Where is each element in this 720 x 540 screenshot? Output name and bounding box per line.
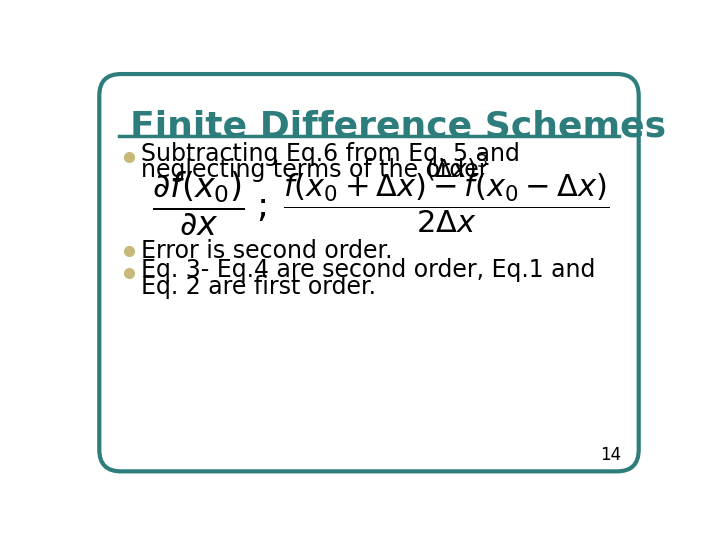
Text: Subtracting Eq.6 from Eq. 5 and: Subtracting Eq.6 from Eq. 5 and bbox=[141, 142, 520, 166]
Text: neglecting terms of the order: neglecting terms of the order bbox=[141, 158, 489, 183]
Text: Eq. 3- Eq.4 are second order, Eq.1 and: Eq. 3- Eq.4 are second order, Eq.1 and bbox=[141, 258, 595, 282]
Text: $({\Delta x})^3$: $({\Delta x})^3$ bbox=[425, 154, 488, 184]
Text: Error is second order.: Error is second order. bbox=[141, 239, 392, 263]
FancyBboxPatch shape bbox=[99, 74, 639, 471]
Text: Eq. 2 are first order.: Eq. 2 are first order. bbox=[141, 274, 376, 299]
Text: 14: 14 bbox=[600, 446, 621, 464]
Text: ;: ; bbox=[256, 190, 268, 224]
Text: Finite Difference Schemes: Finite Difference Schemes bbox=[130, 110, 667, 144]
Text: $\dfrac{\partial f(x_0)}{\partial x}$: $\dfrac{\partial f(x_0)}{\partial x}$ bbox=[152, 170, 245, 237]
Text: $\dfrac{f(x_0+\Delta x)-f(x_0-\Delta x)}{2\Delta x}$: $\dfrac{f(x_0+\Delta x)-f(x_0-\Delta x)}… bbox=[284, 172, 610, 235]
